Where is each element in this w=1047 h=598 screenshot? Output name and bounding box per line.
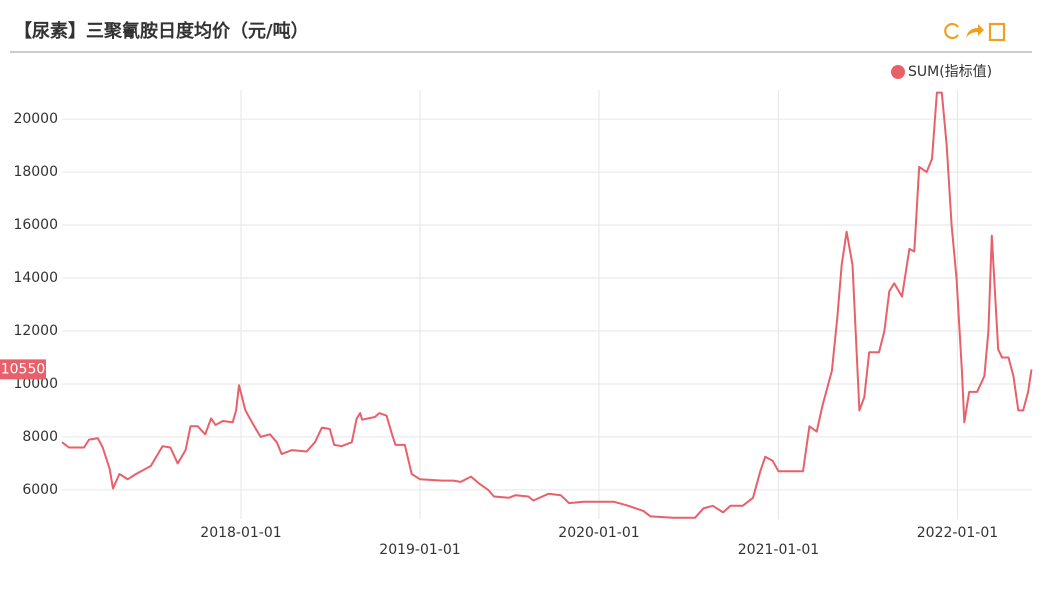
y-tick-label: 6000	[22, 482, 58, 498]
y-tick-label: 14000	[13, 270, 58, 286]
x-tick-label: 2021-01-01	[738, 542, 819, 558]
last-value-box	[0, 359, 46, 380]
y-tick-label: 8000	[22, 429, 58, 445]
toolbar[interactable]	[944, 22, 1006, 42]
x-tick-label: 2019-01-01	[379, 542, 460, 558]
x-tick-label: 2020-01-01	[558, 525, 639, 541]
image-icon[interactable]	[988, 22, 1006, 42]
legend-label: SUM(指标值)	[908, 64, 992, 80]
last-value-label: 10550	[1, 361, 46, 377]
y-tick-label: 18000	[13, 164, 58, 180]
y-tick-label: 20000	[13, 111, 58, 127]
x-tick-label: 2022-01-01	[917, 525, 998, 541]
share-icon[interactable]	[966, 24, 984, 38]
y-tick-label: 16000	[13, 217, 58, 233]
x-tick-label: 2018-01-01	[200, 525, 281, 541]
chart-title: 【尿素】三聚氰胺日度均价（元/吨）	[14, 20, 309, 42]
legend-marker	[891, 65, 905, 79]
y-tick-label: 10000	[13, 376, 58, 392]
line-series	[61, 91, 1033, 519]
y-tick-label: 12000	[13, 323, 58, 339]
refresh-icon[interactable]	[944, 22, 959, 40]
